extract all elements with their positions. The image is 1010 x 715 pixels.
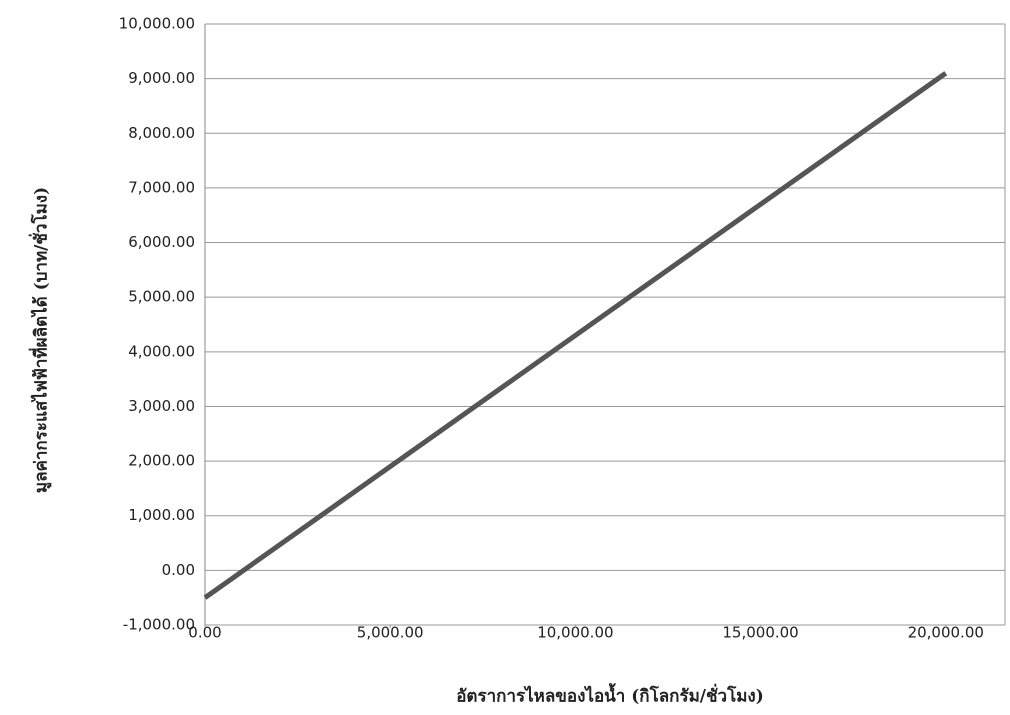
x-tick-label: 20,000.00: [908, 624, 984, 642]
y-tick-label: 1,000.00: [128, 506, 195, 524]
y-axis-title: มูลค่ากระแสไฟฟ้าที่ผลิตได้ (บาท/ชั่วโมง): [29, 187, 53, 493]
y-tick-label: 3,000.00: [128, 397, 195, 415]
y-tick-label: 0.00: [162, 561, 195, 579]
x-tick-label: 10,000.00: [537, 624, 613, 642]
x-tick-label: 0.00: [188, 624, 221, 642]
y-tick-label: 5,000.00: [128, 288, 195, 306]
y-tick-label: 6,000.00: [128, 233, 195, 251]
y-tick-label: 9,000.00: [128, 69, 195, 87]
y-tick-label: 10,000.00: [119, 15, 195, 33]
x-axis-title: อัตราการไหลของไอน้ำ (กิโลกรัม/ชั่วโมง): [456, 683, 764, 707]
data-line: [203, 71, 948, 600]
x-tick-label: 15,000.00: [722, 624, 798, 642]
y-tick-label: 8,000.00: [128, 124, 195, 142]
y-tick-label: 2,000.00: [128, 452, 195, 470]
y-tick-label: -1,000.00: [123, 616, 195, 634]
y-tick-label: 7,000.00: [128, 178, 195, 196]
x-tick-label: 5,000.00: [357, 624, 424, 642]
y-tick-label: 4,000.00: [128, 342, 195, 360]
